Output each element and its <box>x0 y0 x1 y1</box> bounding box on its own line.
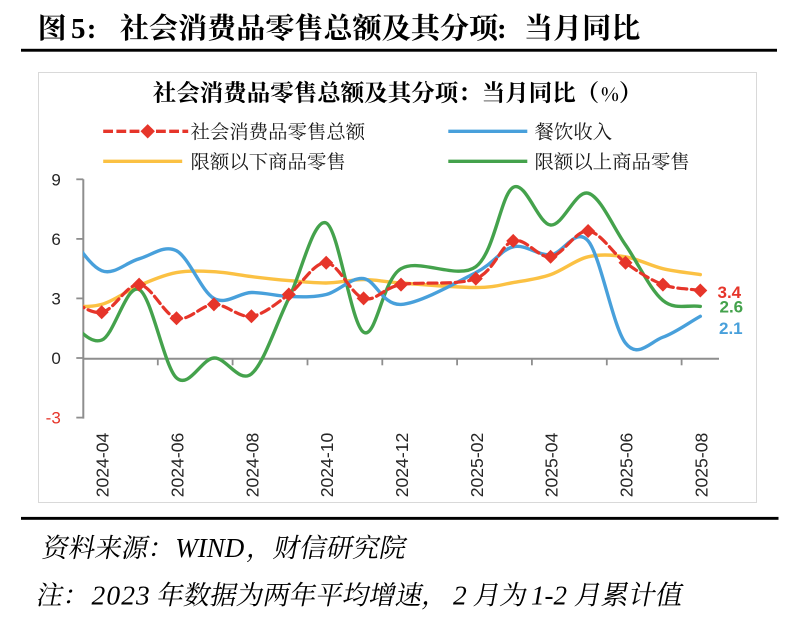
svg-text::: : <box>87 13 97 45</box>
svg-text:2.1: 2.1 <box>719 319 743 338</box>
svg-text:2024-08: 2024-08 <box>242 433 262 498</box>
svg-text:2025-04: 2025-04 <box>542 433 562 498</box>
svg-text:WIND: WIND <box>175 533 244 563</box>
svg-text:2025-08: 2025-08 <box>691 433 711 498</box>
svg-text:5: 5 <box>71 13 86 45</box>
svg-text:3: 3 <box>51 290 60 309</box>
svg-text:2023: 2023 <box>92 579 151 610</box>
svg-text:6: 6 <box>51 230 60 249</box>
svg-text:2: 2 <box>453 579 467 610</box>
svg-text:9: 9 <box>51 170 60 189</box>
svg-text:3.4: 3.4 <box>718 283 742 302</box>
svg-text:2025-06: 2025-06 <box>617 433 637 498</box>
svg-text:-3: -3 <box>46 409 61 428</box>
svg-text:2024-04: 2024-04 <box>93 433 113 498</box>
svg-text:0: 0 <box>51 349 60 368</box>
svg-text:2025-02: 2025-02 <box>467 433 487 498</box>
svg-text:2024-12: 2024-12 <box>392 433 412 498</box>
svg-text::: : <box>497 13 507 45</box>
svg-text:1-2: 1-2 <box>531 580 567 610</box>
svg-text:2024-06: 2024-06 <box>168 433 188 498</box>
svg-text:2024-10: 2024-10 <box>317 433 337 498</box>
svg-text:2.6: 2.6 <box>720 298 744 317</box>
